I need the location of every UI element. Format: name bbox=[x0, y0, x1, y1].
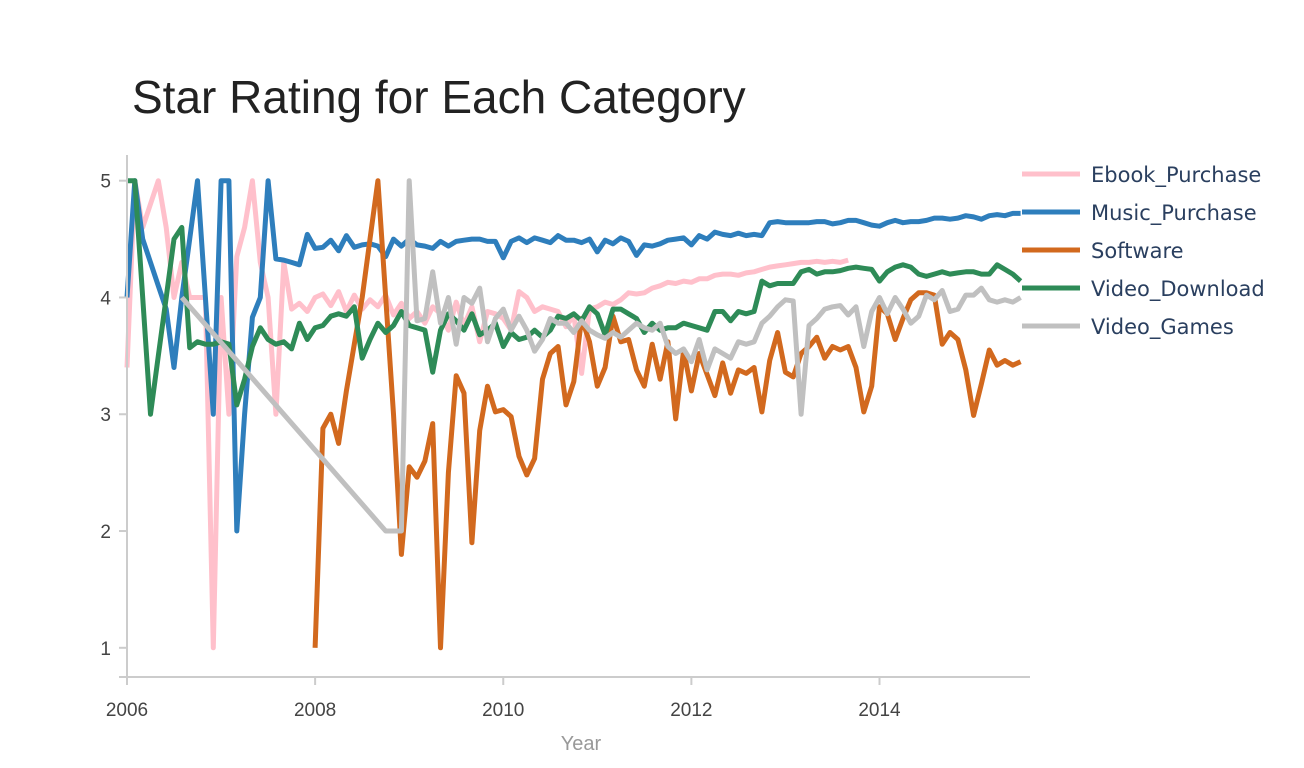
plot-area bbox=[124, 178, 1023, 651]
x-axis-title: Year bbox=[561, 733, 602, 755]
y-tick-label: 3 bbox=[100, 405, 111, 426]
x-tick-label: 2010 bbox=[482, 700, 524, 721]
legend-label: Ebook_Purchase bbox=[1091, 163, 1261, 188]
y-axis-ticks: 1 2 3 4 5 bbox=[100, 172, 127, 660]
legend-label: Video_Games bbox=[1091, 315, 1234, 340]
series-line-music-purchase bbox=[124, 178, 1021, 534]
y-tick-label: 4 bbox=[100, 288, 111, 309]
x-tick-label: 2014 bbox=[858, 700, 901, 721]
legend-label: Video_Download bbox=[1091, 277, 1265, 302]
y-tick-label: 5 bbox=[100, 172, 111, 193]
series-line-video-download bbox=[127, 178, 1023, 417]
legend-label: Software bbox=[1091, 239, 1184, 263]
series-line-software bbox=[312, 178, 1022, 651]
legend-label: Music_Purchase bbox=[1091, 201, 1257, 226]
legend: Ebook_Purchase Music_Purchase Software Vide… bbox=[1022, 163, 1265, 340]
x-tick-label: 2006 bbox=[106, 700, 148, 721]
chart-title: Star Rating for Each Category bbox=[132, 71, 746, 123]
x-tick-label: 2008 bbox=[294, 700, 336, 721]
x-axis-ticks: 2006 2008 2010 2012 2014 bbox=[106, 677, 901, 721]
y-tick-label: 2 bbox=[100, 522, 111, 543]
series-line-ebook-purchase bbox=[124, 178, 849, 651]
y-tick-label: 1 bbox=[100, 639, 111, 660]
series-line-video-games bbox=[179, 178, 1022, 534]
x-tick-label: 2012 bbox=[670, 700, 712, 721]
